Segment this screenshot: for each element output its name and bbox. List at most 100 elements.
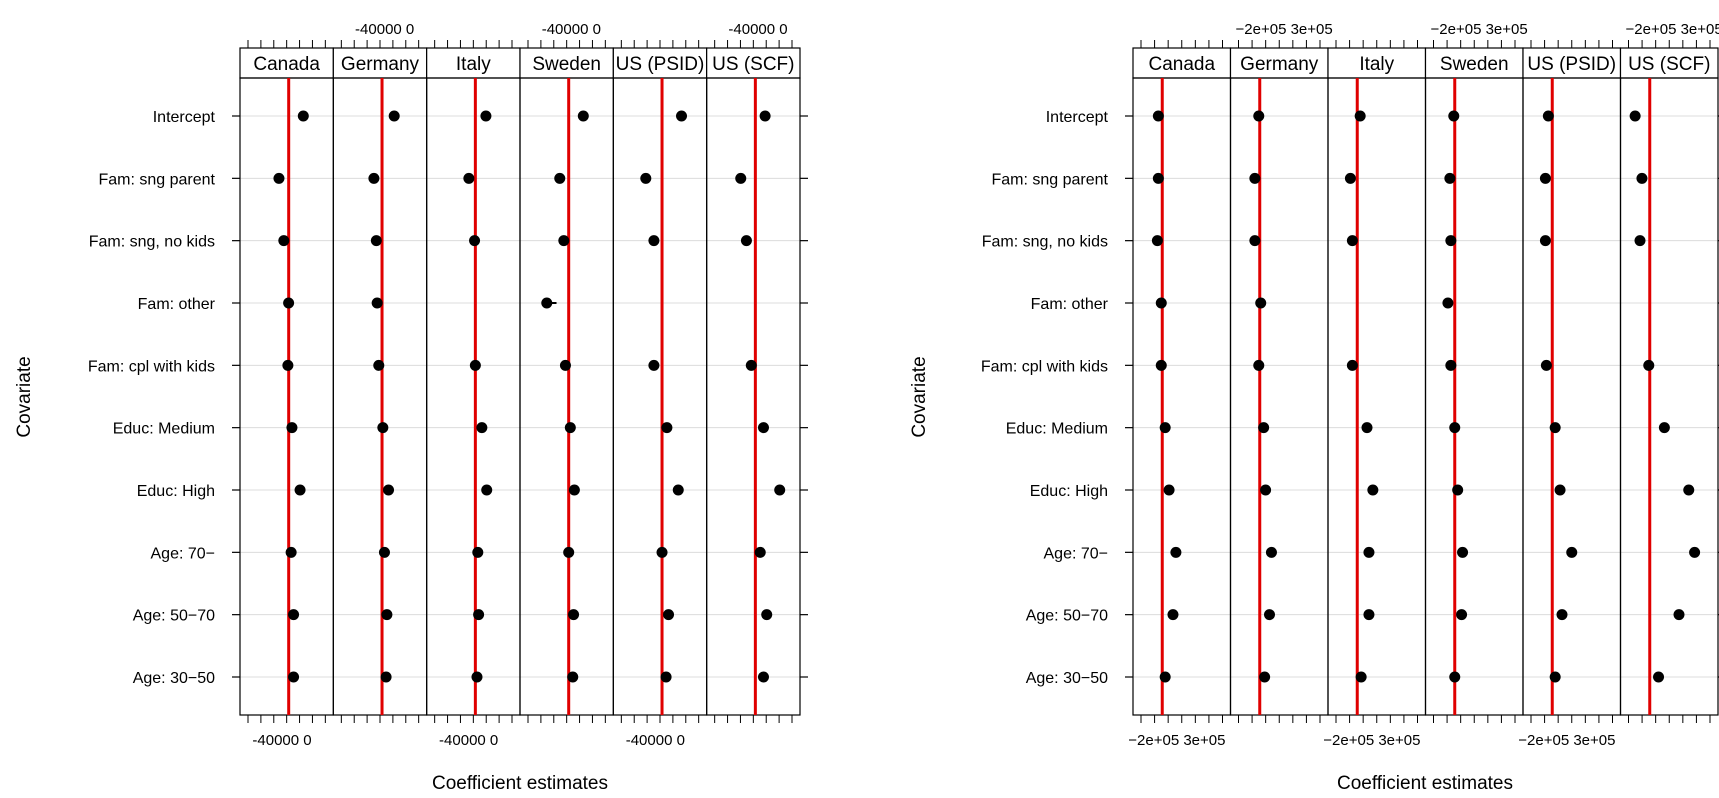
data-point xyxy=(1260,484,1272,496)
data-point xyxy=(1163,484,1175,496)
panel-title: Canada xyxy=(253,54,320,75)
covariate-label: Age: 50−70 xyxy=(133,608,215,625)
data-point xyxy=(286,422,298,434)
covariate-label: Fam: cpl with kids xyxy=(981,358,1108,375)
panel-frame xyxy=(519,77,614,716)
panel-title: Germany xyxy=(341,54,420,75)
data-point xyxy=(1249,172,1261,184)
panel-title: Sweden xyxy=(532,54,601,75)
panel-title: Italy xyxy=(456,54,491,75)
chart-1: Intercept Fam: sng parent Fam: sng, no kid… xyxy=(14,21,808,794)
covariate-label: Age: 30−50 xyxy=(133,670,215,687)
panel-title: US (SCF) xyxy=(1628,54,1710,75)
data-point xyxy=(1643,359,1655,371)
data-point xyxy=(661,422,673,434)
data-point xyxy=(577,110,589,122)
data-point xyxy=(1170,546,1182,558)
data-point xyxy=(278,235,290,247)
data-point xyxy=(648,359,660,371)
covariate-label: Fam: sng parent xyxy=(99,171,216,188)
data-point xyxy=(1683,484,1695,496)
data-point xyxy=(469,359,481,371)
data-point xyxy=(1155,359,1167,371)
data-point xyxy=(476,422,488,434)
data-point xyxy=(1445,359,1457,371)
covariate-label: Intercept xyxy=(1046,109,1109,126)
top-tick-label: −2e+05 3e+05 xyxy=(1236,21,1333,38)
data-point xyxy=(1258,422,1270,434)
data-point xyxy=(1549,422,1561,434)
data-point xyxy=(1367,484,1379,496)
data-point xyxy=(380,671,392,683)
covariate-label: Educ: Medium xyxy=(1006,421,1108,438)
data-point xyxy=(648,235,660,247)
panel-title: Italy xyxy=(1359,54,1394,75)
data-point xyxy=(1556,609,1568,621)
data-point xyxy=(1159,422,1171,434)
data-point xyxy=(288,609,300,621)
data-point xyxy=(1634,235,1646,247)
covariate-label: Fam: other xyxy=(1031,296,1109,313)
y-axis-title: Covariate xyxy=(14,356,35,437)
data-point xyxy=(1151,235,1163,247)
data-point xyxy=(1539,172,1551,184)
data-point xyxy=(469,235,481,247)
covariate-label: Fam: sng, no kids xyxy=(89,234,215,251)
data-point xyxy=(1253,359,1265,371)
panel-title: US (PSID) xyxy=(616,54,705,75)
data-point xyxy=(567,671,579,683)
data-point xyxy=(471,671,483,683)
data-point xyxy=(283,297,295,309)
panel-frame xyxy=(1327,77,1427,716)
covariate-label: Educ: High xyxy=(137,483,215,500)
data-point xyxy=(383,484,395,496)
data-point xyxy=(1540,359,1552,371)
data-point xyxy=(473,609,485,621)
bottom-tick-label: -40000 0 xyxy=(626,732,685,749)
data-point xyxy=(1265,546,1277,558)
data-point xyxy=(663,609,675,621)
panel-frame xyxy=(426,77,521,716)
data-point xyxy=(568,484,580,496)
covariate-label: Age: 50−70 xyxy=(1026,608,1108,625)
data-point xyxy=(463,172,475,184)
data-point xyxy=(1653,671,1665,683)
data-point xyxy=(735,172,747,184)
data-point xyxy=(554,172,566,184)
data-point xyxy=(1539,235,1551,247)
data-point xyxy=(640,172,652,184)
data-point xyxy=(1152,110,1164,122)
data-point xyxy=(558,235,570,247)
covariate-label: Fam: other xyxy=(138,296,216,313)
panel-title: Germany xyxy=(1240,54,1319,75)
data-point xyxy=(1554,484,1566,496)
data-point xyxy=(377,422,389,434)
data-point xyxy=(564,422,576,434)
data-point xyxy=(1363,609,1375,621)
data-point xyxy=(563,546,575,558)
top-tick-label: -40000 0 xyxy=(728,21,787,38)
bottom-tick-label: -40000 0 xyxy=(439,732,498,749)
data-point xyxy=(282,359,294,371)
covariate-label: Educ: Medium xyxy=(113,421,215,438)
data-point xyxy=(1673,609,1685,621)
panel-frame xyxy=(612,77,708,716)
data-point xyxy=(1346,235,1358,247)
data-point xyxy=(754,546,766,558)
data-point xyxy=(1689,546,1701,558)
data-point xyxy=(774,484,786,496)
covariate-label: Age: 70− xyxy=(1044,545,1109,562)
data-point xyxy=(1155,297,1167,309)
data-point xyxy=(373,359,385,371)
data-point xyxy=(371,297,383,309)
data-point xyxy=(1456,609,1468,621)
panel-title: Sweden xyxy=(1440,54,1509,75)
data-point xyxy=(761,609,773,621)
bottom-tick-label: -40000 0 xyxy=(252,732,311,749)
data-point xyxy=(1448,110,1460,122)
data-point xyxy=(1354,110,1366,122)
covariate-label: Fam: sng, no kids xyxy=(982,234,1108,251)
data-point xyxy=(288,671,300,683)
data-point xyxy=(1259,671,1271,683)
